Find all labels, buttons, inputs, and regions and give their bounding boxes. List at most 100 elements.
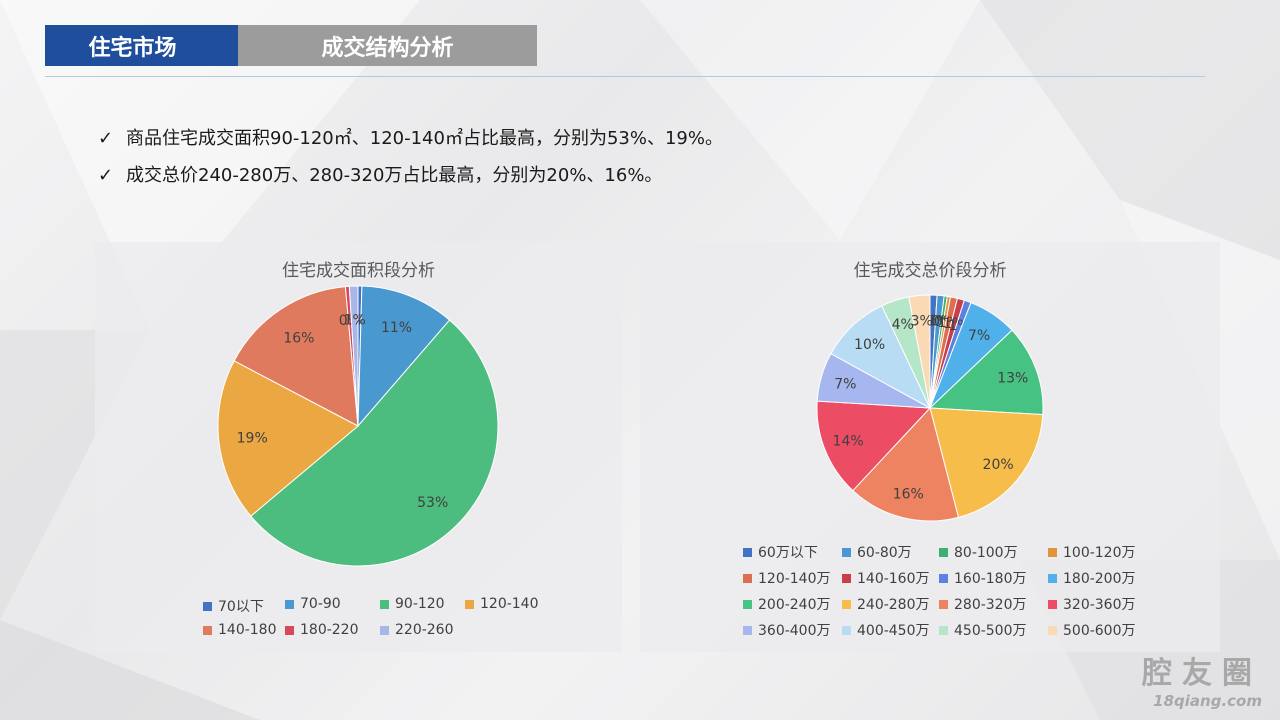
legend-item: 140-180 xyxy=(203,622,277,638)
slice-data-label: 4% xyxy=(892,317,914,333)
slice-data-label: 20% xyxy=(983,457,1014,473)
pie-slice-500-600万 xyxy=(908,294,931,409)
slice-data-label: 14% xyxy=(833,434,864,450)
price-pie-chart: 1%1%0%0%1%1%1%7%13%20%16%14%7%10%4%3% xyxy=(816,294,1044,522)
legend-swatch xyxy=(842,573,851,583)
legend-label: 400-450万 xyxy=(857,623,930,639)
slice-data-label: 1% xyxy=(344,313,366,329)
legend-label: 220-260 xyxy=(395,622,454,638)
legend-label: 280-320万 xyxy=(954,597,1027,613)
legend-item: 60-80万 xyxy=(842,542,912,562)
legend-label: 500-600万 xyxy=(1063,623,1136,639)
legend-item: 120-140万 xyxy=(743,568,831,588)
legend-item: 500-600万 xyxy=(1048,620,1136,640)
check-icon: ✓ xyxy=(98,128,114,149)
pie-slice-220-260 xyxy=(348,285,359,427)
legend-swatch xyxy=(842,599,851,609)
legend-item: 180-200万 xyxy=(1048,568,1136,588)
slice-data-label: 10% xyxy=(854,337,885,353)
legend-swatch xyxy=(743,573,752,583)
legend-label: 180-220 xyxy=(300,622,359,638)
legend-label: 60万以下 xyxy=(758,545,818,561)
legend-swatch xyxy=(1048,599,1057,609)
pie-slice-90-120 xyxy=(250,319,499,567)
bullet-list: ✓ 商品住宅成交面积90-120㎡、120-140㎡占比最高，分别为53%、19%… xyxy=(98,126,723,200)
legend-label: 120-140万 xyxy=(758,571,831,587)
header-divider xyxy=(45,76,1205,77)
slice-data-label: 13% xyxy=(997,371,1028,387)
legend-item: 220-260 xyxy=(380,622,454,638)
watermark: 腔友圈 18qiang.com xyxy=(1142,648,1262,710)
legend-swatch xyxy=(939,625,948,635)
legend-item: 140-160万 xyxy=(842,568,930,588)
legend-label: 90-120 xyxy=(395,596,445,612)
slice-data-label: 16% xyxy=(893,486,924,502)
pie-slice-240-280万 xyxy=(929,407,1044,518)
legend-item: 360-400万 xyxy=(743,620,831,640)
legend-swatch xyxy=(380,599,389,609)
legend-item: 100-120万 xyxy=(1048,542,1136,562)
pie-slice-120-140 xyxy=(217,360,359,517)
pie-slice-200-240万 xyxy=(928,329,1044,416)
page-title: 成交结构分析 xyxy=(238,25,537,66)
legend-label: 70-90 xyxy=(300,596,341,612)
legend-item: 200-240万 xyxy=(743,594,831,614)
slice-data-label: 16% xyxy=(283,331,314,347)
legend-item: 400-450万 xyxy=(842,620,930,640)
legend-swatch xyxy=(743,547,752,557)
pie-slice-140-180 xyxy=(233,286,359,427)
price-chart-title: 住宅成交总价段分析 xyxy=(853,261,1007,281)
legend-item: 280-320万 xyxy=(939,594,1027,614)
bullet-text: 成交总价240-280万、280-320万占比最高，分别为20%、16%。 xyxy=(126,165,663,186)
legend-swatch xyxy=(380,625,389,635)
check-icon: ✓ xyxy=(98,165,114,186)
pie-slice-280-320万 xyxy=(852,406,960,522)
legend-label: 70以下 xyxy=(218,599,264,615)
legend-swatch xyxy=(939,599,948,609)
watermark-url: 18qiang.com xyxy=(1153,692,1262,710)
slice-data-label: 53% xyxy=(417,495,448,511)
legend-item: 60万以下 xyxy=(743,542,818,562)
legend-label: 450-500万 xyxy=(954,623,1027,639)
pie-slice-320-360万 xyxy=(816,400,932,492)
legend-swatch xyxy=(939,547,948,557)
legend-label: 100-120万 xyxy=(1063,545,1136,561)
legend-swatch xyxy=(465,599,474,609)
legend-swatch xyxy=(203,625,212,635)
slice-data-label: 3% xyxy=(911,313,933,329)
section-label: 住宅市场 xyxy=(45,25,238,66)
legend-item: 180-220 xyxy=(285,622,359,638)
legend-swatch xyxy=(939,573,948,583)
legend-item: 240-280万 xyxy=(842,594,930,614)
legend-item: 90-120 xyxy=(380,596,445,612)
area-chart-panel: 住宅成交面积段分析 0% 11% 53% 19% 16% 0% 1% 70以下 70-90 90… xyxy=(95,242,622,652)
slice-data-label: 19% xyxy=(237,430,268,446)
legend-swatch xyxy=(1048,625,1057,635)
legend-label: 120-140 xyxy=(480,596,539,612)
watermark-logo-text: 腔友圈 xyxy=(1142,656,1262,691)
legend-swatch xyxy=(743,599,752,609)
legend-swatch xyxy=(203,601,212,611)
bullet-item: ✓ 成交总价240-280万、280-320万占比最高，分别为20%、16%。 xyxy=(98,163,723,189)
legend-swatch xyxy=(1048,547,1057,557)
legend-label: 80-100万 xyxy=(954,545,1018,561)
pie-slice-400-450万 xyxy=(830,305,932,410)
legend-label: 240-280万 xyxy=(857,597,930,613)
legend-item: 70-90 xyxy=(285,596,341,612)
legend-label: 60-80万 xyxy=(857,545,912,561)
legend-label: 360-400万 xyxy=(758,623,831,639)
legend-label: 140-160万 xyxy=(857,571,930,587)
legend-swatch xyxy=(743,625,752,635)
legend-item: 80-100万 xyxy=(939,542,1018,562)
slice-data-label: 7% xyxy=(968,328,990,344)
legend-swatch xyxy=(842,625,851,635)
slice-data-label: 7% xyxy=(834,377,856,393)
legend-swatch xyxy=(285,599,294,609)
legend-label: 200-240万 xyxy=(758,597,831,613)
legend-swatch xyxy=(842,547,851,557)
legend-item: 70以下 xyxy=(203,596,264,616)
legend-swatch xyxy=(285,625,294,635)
area-pie-chart: 0% 11%53%19%16%0%1% xyxy=(217,285,499,567)
header-bar: 住宅市场 成交结构分析 xyxy=(45,25,537,66)
bullet-item: ✓ 商品住宅成交面积90-120㎡、120-140㎡占比最高，分别为53%、19%… xyxy=(98,126,723,152)
